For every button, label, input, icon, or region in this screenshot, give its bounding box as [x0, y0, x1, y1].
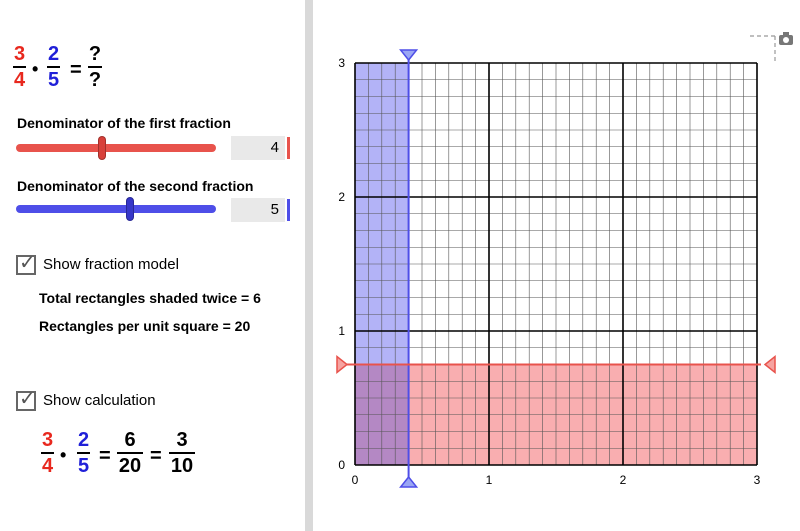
header-fraction-1: 3 4: [13, 44, 26, 90]
slider2-color-mark: [287, 199, 290, 221]
slider1-knob[interactable]: [98, 136, 106, 160]
slider2-knob[interactable]: [126, 197, 134, 221]
fraction-bar: [47, 66, 60, 68]
control-panel: 3 4 • 2 5 = ? ? Denominator of the first…: [0, 0, 304, 531]
calc-simplified: 3 10: [169, 430, 195, 476]
numerator: 3: [176, 429, 188, 451]
equals-sign: =: [150, 445, 162, 467]
x-tick-label: 1: [486, 473, 493, 487]
denominator: 10: [170, 455, 194, 477]
calc-fraction-1: 3 4: [41, 430, 54, 476]
camera-icon[interactable]: [779, 32, 793, 45]
red-right-handle[interactable]: [763, 354, 776, 375]
x-tick-label: 3: [754, 473, 761, 487]
slider2-label: Denominator of the second fraction: [17, 178, 254, 194]
equals-sign: =: [70, 59, 82, 81]
show-calculation-checkbox[interactable]: ✓: [16, 388, 36, 411]
calc-fraction-2: 2 5: [77, 430, 90, 476]
denominator: 5: [77, 455, 90, 477]
fraction-bar: [77, 452, 90, 454]
calc-product: 6 20: [117, 430, 143, 476]
per-unit-square-text: Rectangles per unit square = 20: [39, 318, 251, 334]
shaded-twice-text: Total rectangles shaded twice = 6: [39, 290, 261, 306]
blue-top-handle[interactable]: [399, 49, 419, 62]
header-fraction-2: 2 5: [47, 44, 60, 90]
denominator: ?: [88, 69, 102, 91]
x-tick-label: 2: [620, 473, 627, 487]
denominator: 4: [41, 455, 54, 477]
numerator: 2: [77, 429, 90, 451]
numerator: 3: [41, 429, 54, 451]
equals-sign: =: [99, 445, 111, 467]
fraction-grid-graph: 0 1 2 3 1 2 3 0: [336, 32, 793, 488]
slider1-value-input[interactable]: 4: [231, 136, 285, 160]
multiply-operator: •: [32, 59, 39, 79]
denominator: 20: [118, 455, 142, 477]
fraction-bar: [117, 452, 143, 454]
fraction-bar: [13, 66, 26, 68]
fraction-bar: [169, 452, 195, 454]
fraction-bar: [41, 452, 54, 454]
slider1-color-mark: [287, 137, 290, 159]
slider2-track[interactable]: [16, 205, 216, 213]
slider2-value-input[interactable]: 5: [231, 198, 285, 222]
denominator: 4: [13, 69, 26, 91]
checkmark-icon: ✓: [19, 388, 36, 410]
y-tick-label: 2: [338, 190, 345, 204]
numerator: 2: [47, 43, 60, 65]
numerator: 3: [13, 43, 26, 65]
slider1-track[interactable]: [16, 144, 216, 152]
show-calculation-label[interactable]: Show calculation: [43, 392, 156, 409]
denominator: 5: [47, 69, 60, 91]
show-fraction-model-label[interactable]: Show fraction model: [43, 256, 179, 273]
multiply-operator: •: [60, 445, 67, 465]
y-tick-label: 3: [338, 56, 345, 70]
blue-bottom-handle[interactable]: [399, 475, 419, 488]
graphics-view-corner: [750, 35, 776, 62]
checkmark-icon: ✓: [19, 252, 36, 274]
numerator: ?: [88, 43, 102, 65]
y-tick-label: 1: [338, 324, 345, 338]
numerator: 6: [124, 429, 136, 451]
y-tick-label: 0: [338, 458, 345, 472]
red-left-handle[interactable]: [336, 354, 349, 375]
slider1-label: Denominator of the first fraction: [17, 115, 231, 131]
fraction-bar: [88, 66, 102, 68]
header-result: ? ?: [88, 44, 102, 90]
x-tick-label: 0: [352, 473, 359, 487]
panel-divider[interactable]: [305, 0, 313, 531]
show-fraction-model-checkbox[interactable]: ✓: [16, 252, 36, 275]
